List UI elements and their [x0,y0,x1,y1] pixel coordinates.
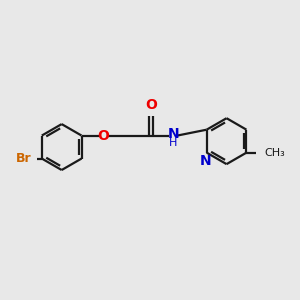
Text: N: N [200,154,211,168]
Text: O: O [145,98,157,112]
Text: N: N [167,128,179,141]
Text: H: H [169,138,177,148]
Text: Br: Br [16,152,32,165]
Text: CH₃: CH₃ [264,148,285,158]
Text: O: O [97,129,109,142]
